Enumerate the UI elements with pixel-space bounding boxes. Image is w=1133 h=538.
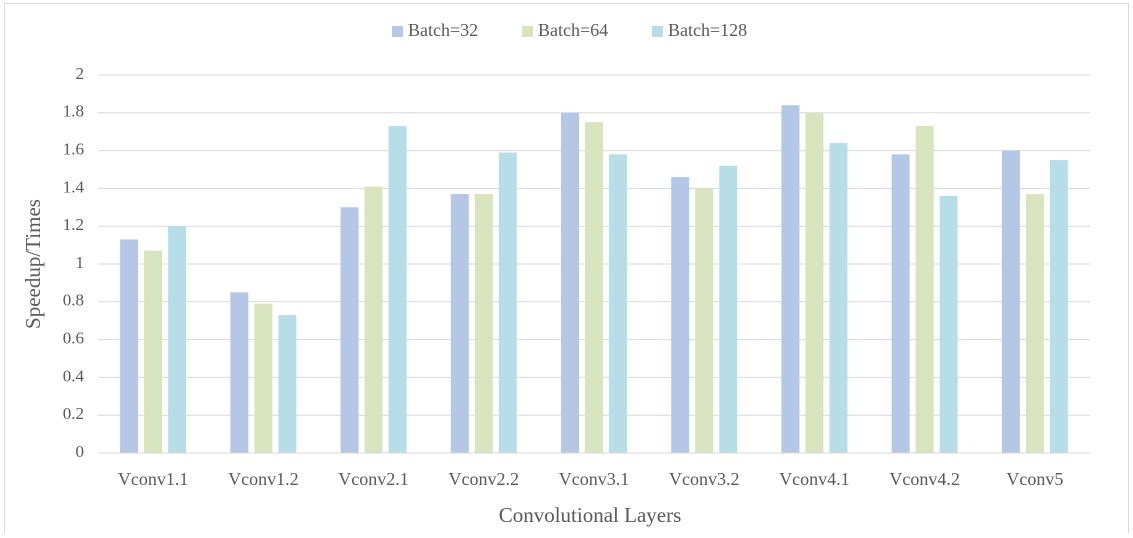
x-tick-label: Vconv1.1 [118, 469, 189, 489]
bar [891, 154, 910, 453]
bar [939, 195, 958, 453]
bar [805, 112, 824, 454]
bar [388, 126, 407, 453]
x-tick-label: Vconv4.1 [779, 469, 850, 489]
bar [1025, 194, 1044, 453]
bar [120, 239, 139, 453]
legend-label: Batch=32 [408, 20, 478, 40]
bar [695, 188, 714, 453]
bar [364, 186, 383, 453]
bar [671, 177, 690, 453]
chart-frame [4, 3, 1129, 538]
bar [1049, 160, 1068, 454]
bar [450, 194, 469, 453]
bar [829, 143, 848, 454]
bar [609, 154, 627, 453]
y-tick-label: 1.8 [63, 102, 84, 121]
bar [585, 122, 603, 453]
y-tick-label: 1.4 [63, 177, 85, 196]
legend-swatch [392, 26, 403, 37]
y-axis-title: Speedup/Times [21, 199, 45, 329]
bar [230, 292, 249, 453]
bar [278, 315, 297, 453]
x-tick-label: Vconv5 [1006, 469, 1063, 489]
bar [254, 303, 273, 453]
bar [144, 250, 163, 453]
y-tick-label: 0 [76, 442, 85, 461]
x-tick-label: Vconv1.2 [228, 469, 299, 489]
x-tick-label: Vconv3.2 [669, 469, 740, 489]
bar [781, 105, 800, 454]
y-tick-label: 2 [76, 64, 85, 83]
y-tick-label: 1.6 [63, 140, 84, 159]
legend-label: Batch=128 [668, 20, 747, 40]
bar [1001, 150, 1020, 453]
x-tick-label: Vconv2.2 [449, 469, 520, 489]
bar [498, 152, 517, 454]
y-tick-label: 0.8 [63, 291, 84, 310]
x-axis-title: Convolutional Layers [499, 503, 682, 527]
y-tick-label: 0.2 [63, 404, 84, 423]
x-tick-label: Vconv4.2 [889, 469, 960, 489]
legend-swatch [652, 26, 663, 37]
x-tick-label: Vconv2.1 [338, 469, 409, 489]
bar [168, 226, 187, 453]
legend-swatch [522, 26, 533, 37]
bar [474, 194, 493, 453]
bar [719, 165, 738, 453]
y-tick-label: 0.4 [63, 366, 85, 385]
bar [561, 112, 579, 454]
x-tick-label: Vconv3.1 [559, 469, 630, 489]
bar [915, 126, 934, 453]
bar [340, 207, 359, 453]
legend-label: Batch=64 [538, 20, 608, 40]
y-tick-label: 1 [76, 253, 85, 272]
y-tick-label: 0.6 [63, 329, 84, 348]
y-tick-label: 1.2 [63, 215, 84, 234]
